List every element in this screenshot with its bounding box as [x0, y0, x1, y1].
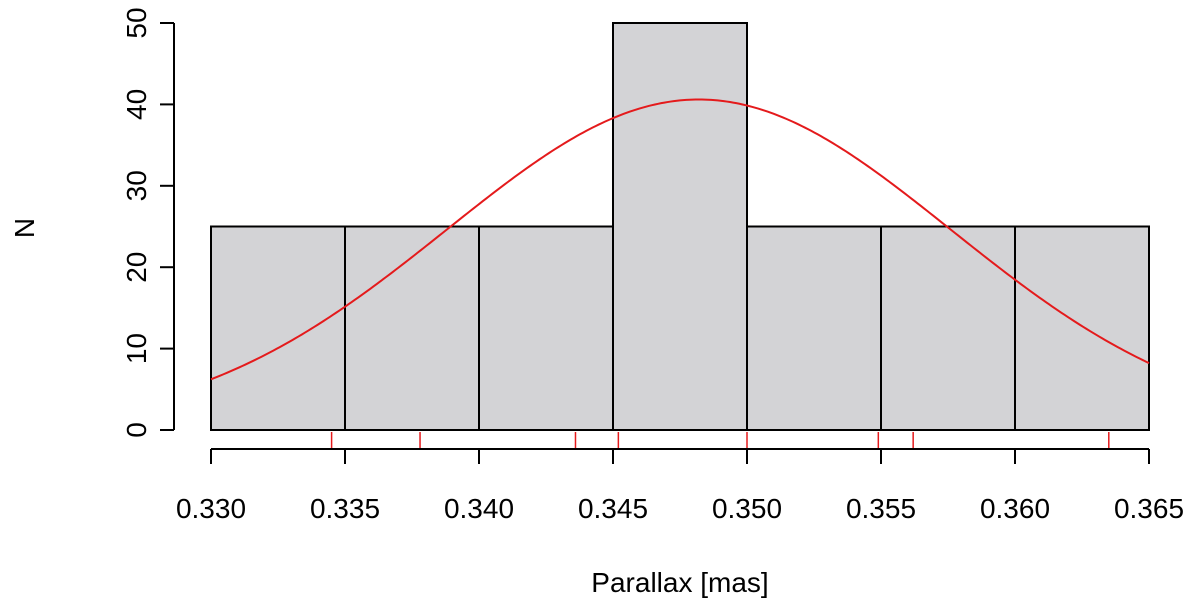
x-tick-label: 0.340 — [444, 493, 514, 524]
y-tick-label: 0 — [121, 422, 152, 438]
histogram-bar-2 — [478, 225, 614, 431]
histogram-bars — [210, 22, 1150, 431]
normal-fit-curve — [210, 98, 1150, 381]
histogram-bar-5 — [880, 225, 1016, 431]
x-tick-label: 0.335 — [310, 493, 380, 524]
rug-marks — [330, 432, 1110, 448]
histogram-bar-4 — [746, 225, 882, 431]
x-tick-label: 0.350 — [712, 493, 782, 524]
x-axis-label: Parallax [mas] — [591, 567, 768, 598]
x-tick-label: 0.355 — [846, 493, 916, 524]
y-tick-label: 10 — [121, 333, 152, 364]
y-axis: 0 10 20 30 40 50 — [121, 7, 175, 438]
x-tick-label: 0.345 — [578, 493, 648, 524]
y-tick-label: 30 — [121, 170, 152, 201]
histogram-bar-0 — [210, 225, 346, 431]
x-tick-label: 0.360 — [980, 493, 1050, 524]
y-axis-label: N — [9, 218, 40, 238]
x-tick-label: 0.330 — [176, 493, 246, 524]
x-tick-label: 0.365 — [1114, 493, 1184, 524]
x-axis: 0.330 0.335 0.340 0.345 0.350 0.355 0.360 0.365 — [176, 448, 1184, 524]
y-tick-label: 50 — [121, 7, 152, 38]
histogram-bar-1 — [344, 225, 480, 431]
y-tick-label: 40 — [121, 89, 152, 120]
y-tick-label: 20 — [121, 252, 152, 283]
histogram-bar-6 — [1014, 225, 1150, 431]
histogram-bar-3 — [612, 22, 748, 431]
